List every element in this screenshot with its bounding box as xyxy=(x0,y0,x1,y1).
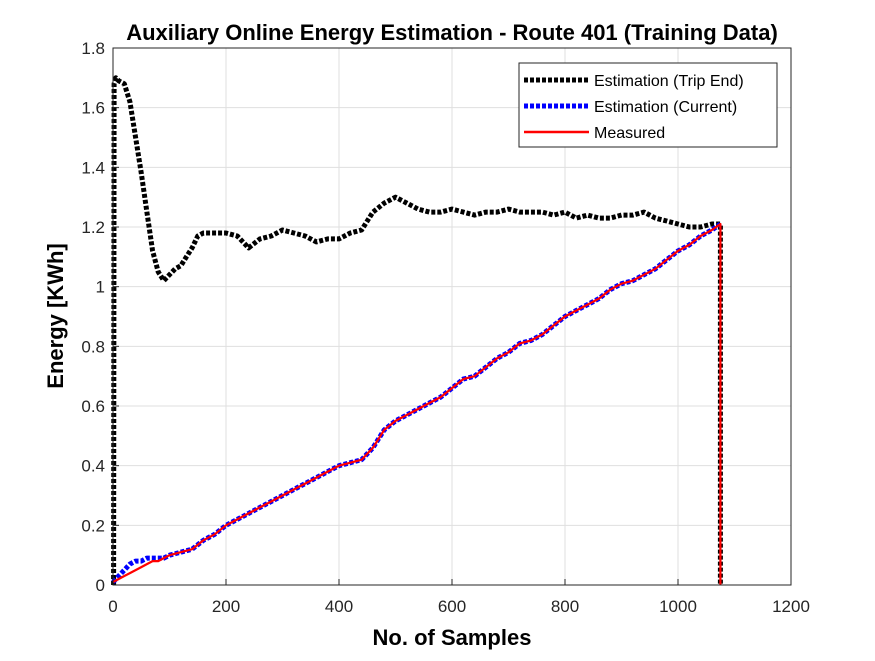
y-tick-label: 0 xyxy=(96,576,105,595)
legend-label-current: Estimation (Current) xyxy=(594,99,737,116)
series-line-trip-end xyxy=(111,75,723,586)
y-tick-label: 0.6 xyxy=(81,397,105,416)
x-tick-label: 1200 xyxy=(772,597,810,616)
y-tick-label: 0.8 xyxy=(81,337,105,356)
x-tick-label: 200 xyxy=(212,597,240,616)
y-tick-label: 1.4 xyxy=(81,158,105,177)
x-tick-label: 400 xyxy=(325,597,353,616)
y-axis-label: Energy [KWh] xyxy=(43,243,68,388)
y-tick-label: 0.2 xyxy=(81,516,105,535)
legend: Estimation (Trip End) Estimation (Curren… xyxy=(518,62,778,148)
x-axis-label: No. of Samples xyxy=(373,625,532,650)
y-tick-label: 1.6 xyxy=(81,99,105,118)
series-line-measured xyxy=(112,222,722,585)
x-tick-label: 0 xyxy=(108,597,117,616)
legend-label-measured: Measured xyxy=(594,125,665,142)
y-tick-label: 1 xyxy=(96,278,105,297)
y-tick-label: 1.2 xyxy=(81,218,105,237)
axis-ticks: 0 200 400 600 800 1000 1200 0 0.2 0.4 0.6 0.8 1 1.2 1.… xyxy=(81,39,810,616)
legend-label-trip-end: Estimation (Trip End) xyxy=(594,73,744,90)
x-tick-label: 800 xyxy=(551,597,579,616)
y-tick-label: 0.4 xyxy=(81,457,105,476)
y-tick-label: 1.8 xyxy=(81,39,105,58)
x-tick-label: 600 xyxy=(438,597,466,616)
series-layer xyxy=(111,75,723,586)
chart-title: Auxiliary Online Energy Estimation - Rou… xyxy=(126,20,778,45)
x-tick-label: 1000 xyxy=(659,597,697,616)
